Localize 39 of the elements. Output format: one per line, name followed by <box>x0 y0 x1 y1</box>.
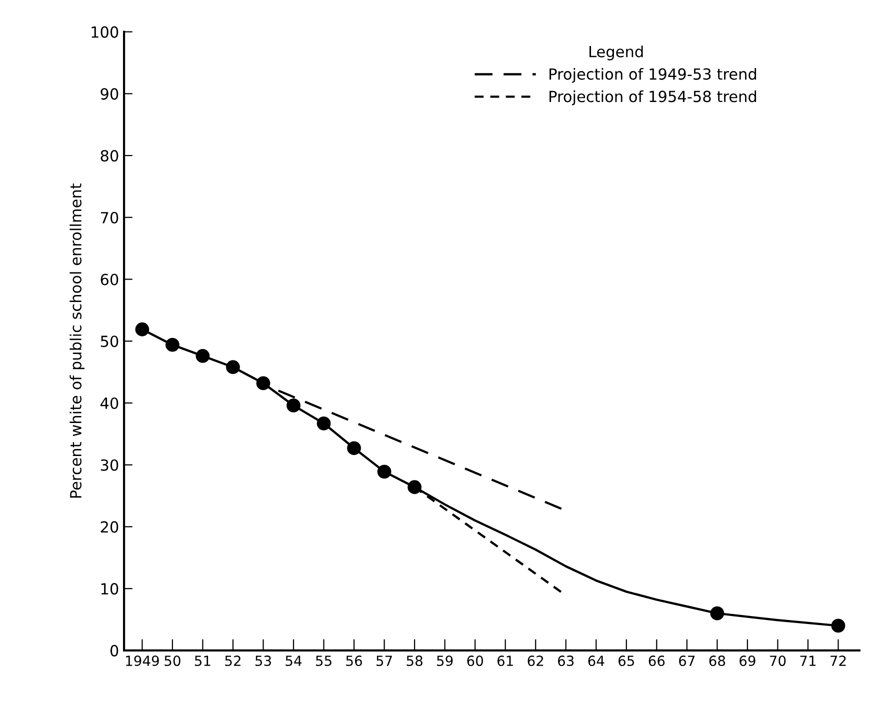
y-tick-label: 60 <box>100 274 118 286</box>
x-tick-label: 67 <box>679 656 695 666</box>
x-tick-label: 66 <box>648 656 665 666</box>
y-tick-label: 50 <box>100 336 118 348</box>
y-tick-label: 80 <box>100 150 118 162</box>
x-tick-label: 56 <box>346 656 362 666</box>
y-axis-title: Percent white of public school enrollment <box>70 183 84 498</box>
x-tick-label: 53 <box>255 656 271 666</box>
x-tick-label: 55 <box>316 656 332 666</box>
y-tick-label: 0 <box>110 644 118 656</box>
y-tick-label: 30 <box>100 459 118 471</box>
x-tick-label: 58 <box>406 656 422 666</box>
legend-title: Legend <box>590 46 643 60</box>
x-tick-label: 57 <box>376 656 392 666</box>
x-tick-label: 65 <box>618 656 634 666</box>
x-tick-label: 70 <box>770 656 786 666</box>
x-tick-label: 72 <box>830 656 846 666</box>
x-tick-label: 59 <box>437 656 453 666</box>
x-tick-label: 64 <box>588 656 604 666</box>
y-tick-label: 100 <box>92 26 118 38</box>
x-tick-label: 1949 <box>126 656 159 666</box>
x-tick-label: 50 <box>164 656 180 666</box>
x-tick-label: 68 <box>709 656 726 666</box>
y-tick-label: 70 <box>100 212 118 224</box>
x-tick-label: 62 <box>528 656 544 666</box>
x-tick-label: 63 <box>558 656 574 666</box>
y-tick-label: 10 <box>101 583 118 595</box>
x-tick-label: 69 <box>740 656 756 666</box>
x-tick-label: 52 <box>225 656 240 666</box>
y-tick-label: 90 <box>100 88 118 100</box>
x-tick-label: 51 <box>194 656 210 666</box>
x-tick-label: 61 <box>497 656 513 666</box>
x-tick-label: 71 <box>800 656 816 666</box>
legend-label: Projection of 1949-53 trend <box>550 68 756 83</box>
x-tick-label: 54 <box>286 656 302 666</box>
legend-label: Projection of 1954-58 trend <box>550 90 756 106</box>
x-tick-label: 60 <box>467 656 483 666</box>
y-tick-label: 40 <box>100 397 118 410</box>
y-tick-label: 20 <box>100 521 118 533</box>
